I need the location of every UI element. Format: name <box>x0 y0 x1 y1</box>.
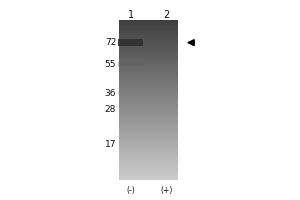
Text: (-): (-) <box>127 186 135 195</box>
Text: 72: 72 <box>105 38 116 47</box>
Text: 55: 55 <box>105 60 116 69</box>
Text: 28: 28 <box>105 105 116 114</box>
Bar <box>118 62 143 66</box>
Text: 17: 17 <box>105 140 116 149</box>
Text: 1: 1 <box>128 10 134 20</box>
Text: (+): (+) <box>160 186 172 195</box>
Text: 2: 2 <box>163 10 169 20</box>
Text: 36: 36 <box>105 89 116 98</box>
Bar <box>118 91 143 95</box>
Bar <box>118 39 143 46</box>
